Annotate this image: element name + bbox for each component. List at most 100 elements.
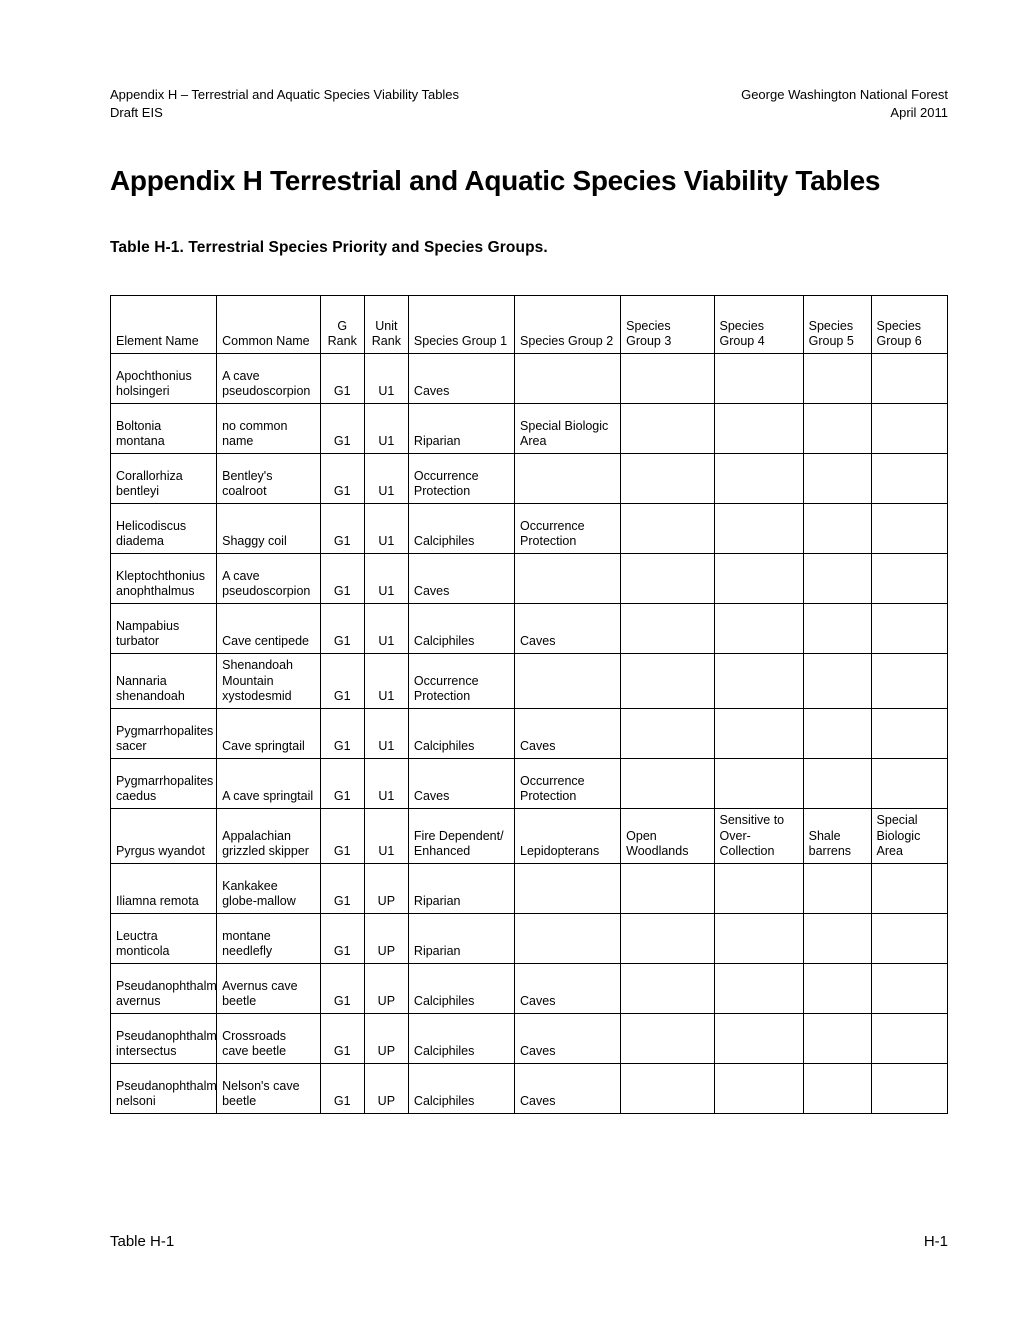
col-element-name: Element Name (111, 296, 217, 354)
table-cell: Caves (408, 354, 514, 404)
table-cell (714, 454, 803, 504)
table-cell: U1 (364, 454, 408, 504)
table-cell (803, 1063, 871, 1113)
header-right-line2: April 2011 (741, 104, 948, 122)
table-cell (803, 504, 871, 554)
table-cell (621, 863, 714, 913)
table-cell: Caves (515, 1013, 621, 1063)
table-cell: Avernus cave beetle (217, 963, 321, 1013)
document-page: Appendix H – Terrestrial and Aquatic Spe… (0, 0, 1020, 1114)
table-cell (803, 708, 871, 758)
table-cell (515, 913, 621, 963)
table-cell: Sensitive to Over-Collection (714, 808, 803, 863)
table-cell: Special Biologic Area (871, 808, 947, 863)
col-common-name: Common Name (217, 296, 321, 354)
table-cell (871, 604, 947, 654)
table-cell: UP (364, 863, 408, 913)
table-cell (714, 708, 803, 758)
table-cell: Pseudanophthalmus intersectus (111, 1013, 217, 1063)
table-header-row: Element Name Common Name G Rank Unit Ran… (111, 296, 948, 354)
table-cell: Calciphiles (408, 1063, 514, 1113)
table-cell: Apochthonius holsingeri (111, 354, 217, 404)
table-row: Pseudanophthalmus intersectusCrossroads … (111, 1013, 948, 1063)
table-row: Apochthonius holsingeriA cave pseudoscor… (111, 354, 948, 404)
table-cell: U1 (364, 708, 408, 758)
table-cell: Iliamna remota (111, 863, 217, 913)
table-cell (621, 554, 714, 604)
table-cell: A cave springtail (217, 758, 321, 808)
table-cell (871, 554, 947, 604)
table-cell (871, 863, 947, 913)
table-cell: G1 (320, 1013, 364, 1063)
table-cell: Pygmarrhopalites sacer (111, 708, 217, 758)
col-g-rank: G Rank (320, 296, 364, 354)
table-cell (714, 963, 803, 1013)
table-cell (803, 554, 871, 604)
table-cell (803, 963, 871, 1013)
table-cell (714, 504, 803, 554)
table-row: Pyrgus wyandotAppalachian grizzled skipp… (111, 808, 948, 863)
table-cell: U1 (364, 404, 408, 454)
table-cell (714, 554, 803, 604)
table-cell: Caves (515, 604, 621, 654)
table-cell (871, 708, 947, 758)
table-cell: Corallorhiza bentleyi (111, 454, 217, 504)
col-species-group-3: Species Group 3 (621, 296, 714, 354)
table-cell (871, 963, 947, 1013)
page-header: Appendix H – Terrestrial and Aquatic Spe… (110, 86, 948, 121)
table-cell: Riparian (408, 404, 514, 454)
table-cell: Bentley's coalroot (217, 454, 321, 504)
table-cell (621, 963, 714, 1013)
table-cell (621, 454, 714, 504)
table-cell: Calciphiles (408, 708, 514, 758)
table-cell (803, 654, 871, 709)
table-cell: UP (364, 963, 408, 1013)
table-row: Pygmarrhopalites sacerCave springtailG1U… (111, 708, 948, 758)
table-cell (803, 354, 871, 404)
table-cell (871, 1013, 947, 1063)
table-cell (803, 913, 871, 963)
header-left-line1: Appendix H – Terrestrial and Aquatic Spe… (110, 86, 459, 104)
table-cell (621, 1063, 714, 1113)
header-left-line2: Draft EIS (110, 104, 459, 122)
table-cell: Calciphiles (408, 604, 514, 654)
table-head: Element Name Common Name G Rank Unit Ran… (111, 296, 948, 354)
table-row: Boltonia montanano common nameG1U1Ripari… (111, 404, 948, 454)
col-unit-rank: Unit Rank (364, 296, 408, 354)
table-cell (714, 1013, 803, 1063)
table-cell (621, 708, 714, 758)
table-cell: Nelson's cave beetle (217, 1063, 321, 1113)
table-cell (621, 913, 714, 963)
table-cell: UP (364, 1013, 408, 1063)
table-row: Helicodiscus diademaShaggy coilG1U1Calci… (111, 504, 948, 554)
table-cell (803, 454, 871, 504)
table-cell: Cave centipede (217, 604, 321, 654)
table-cell: Caves (515, 708, 621, 758)
table-cell (871, 504, 947, 554)
table-cell: G1 (320, 808, 364, 863)
page-title: Appendix H Terrestrial and Aquatic Speci… (110, 165, 948, 197)
table-cell (871, 758, 947, 808)
table-cell (515, 554, 621, 604)
table-cell (621, 404, 714, 454)
table-cell: U1 (364, 758, 408, 808)
table-cell: Shenandoah Mountain xystodesmid (217, 654, 321, 709)
table-cell: Occurrence Protection (515, 758, 621, 808)
table-cell: G1 (320, 354, 364, 404)
col-species-group-2: Species Group 2 (515, 296, 621, 354)
table-cell (803, 758, 871, 808)
table-cell: U1 (364, 654, 408, 709)
table-cell: U1 (364, 808, 408, 863)
table-cell: montane needlefly (217, 913, 321, 963)
table-cell: Calciphiles (408, 504, 514, 554)
table-row: Pygmarrhopalites caedusA cave springtail… (111, 758, 948, 808)
table-cell: G1 (320, 913, 364, 963)
table-cell (621, 604, 714, 654)
table-cell (714, 1063, 803, 1113)
table-cell: U1 (364, 354, 408, 404)
table-cell: UP (364, 913, 408, 963)
table-cell: Calciphiles (408, 1013, 514, 1063)
table-cell: G1 (320, 504, 364, 554)
table-cell: Calciphiles (408, 963, 514, 1013)
table-cell: G1 (320, 863, 364, 913)
